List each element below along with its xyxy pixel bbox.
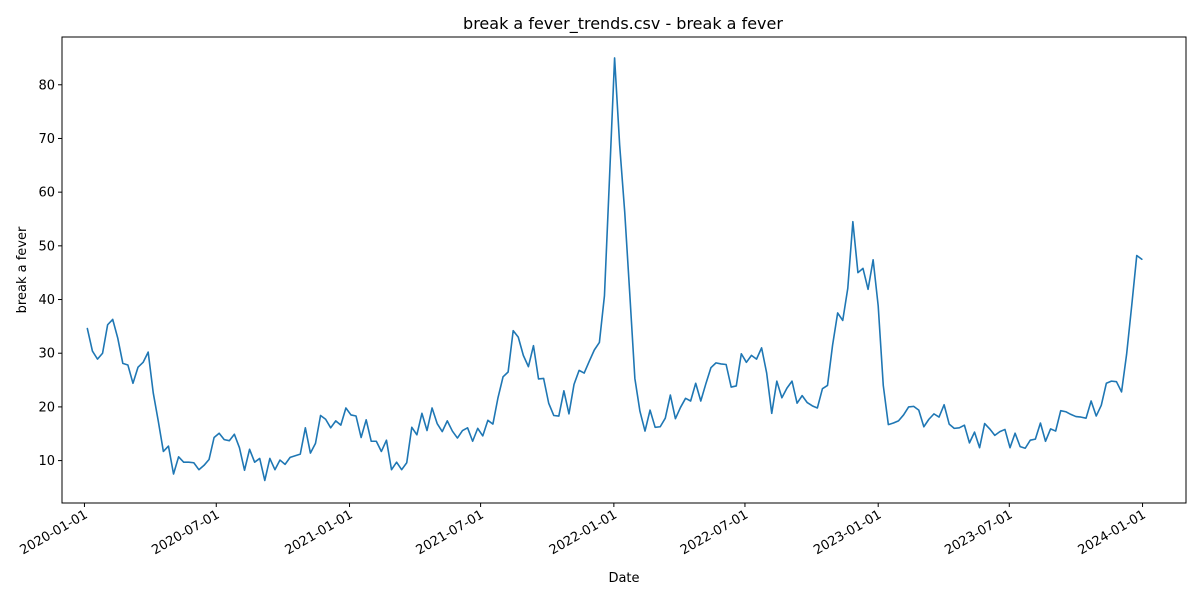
series-line-1 [86,57,1143,482]
y-axis: 10 20 30 40 50 60 70 80 [38,78,62,469]
y-tick-label: 80 [38,78,55,93]
y-tick-label: 70 [38,132,55,147]
chart-title: break a fever_trends.csv - break a fever [463,14,783,34]
y-tick-label: 60 [38,186,55,201]
plot-area [86,57,1143,482]
y-axis-label: break a fever [15,226,30,313]
plot-frame [61,36,1187,504]
y-tick-label: 20 [38,400,55,415]
y-tick-label: 30 [38,347,55,362]
y-tick-label: 50 [38,239,55,254]
y-tick-label: 10 [38,454,55,469]
x-axis-label: Date [608,571,639,586]
y-tick-label: 40 [38,293,55,308]
